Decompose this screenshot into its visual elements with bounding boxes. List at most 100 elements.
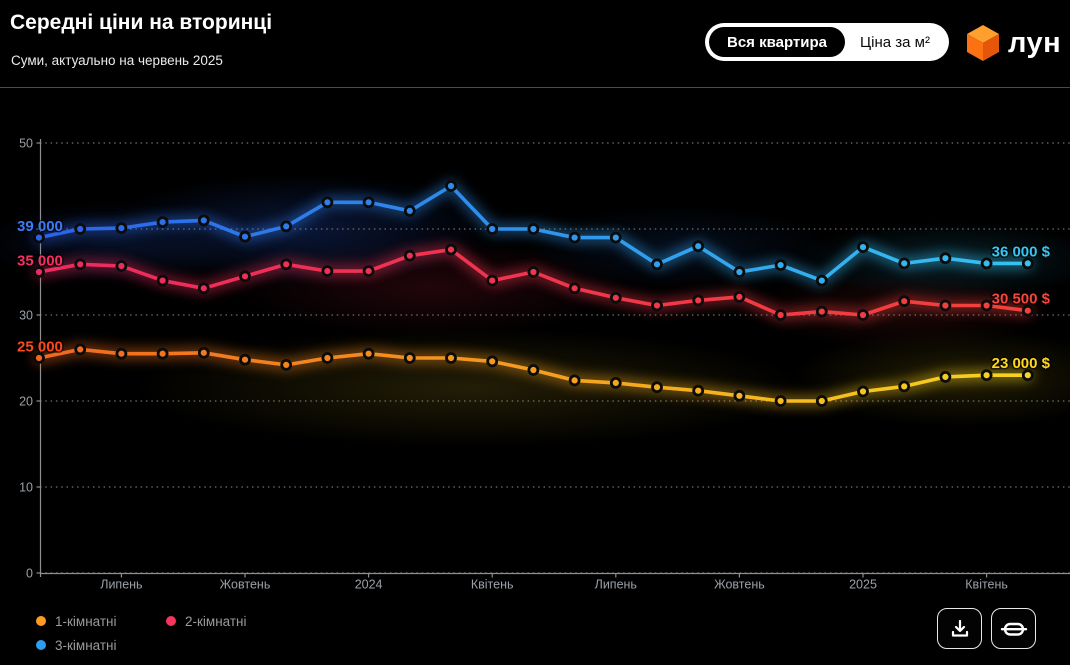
point-three-room-1[interactable] [74, 223, 87, 235]
x-tick-label: 2024 [355, 578, 383, 592]
point-two-room-4[interactable] [197, 282, 210, 295]
point-three-room-24[interactable] [1021, 257, 1034, 270]
point-two-room-22[interactable] [939, 299, 952, 312]
point-three-room-12[interactable] [527, 223, 540, 235]
point-one-room-6[interactable] [280, 358, 293, 371]
point-two-room-1[interactable] [74, 258, 87, 271]
point-one-room-12[interactable] [527, 364, 540, 376]
point-two-room-8[interactable] [362, 265, 375, 278]
point-two-room-18[interactable] [774, 309, 787, 321]
end-value-label-two-room: 30 500 $ [992, 291, 1051, 308]
toggle-whole-apartment[interactable]: Вся квартира [709, 27, 846, 57]
x-tick-label: Квітень [965, 578, 1008, 592]
point-two-room-14[interactable] [609, 291, 622, 304]
point-two-room-5[interactable] [239, 270, 251, 283]
point-one-room-14[interactable] [609, 376, 622, 389]
point-one-room-13[interactable] [568, 374, 581, 387]
point-one-room-8[interactable] [362, 347, 375, 360]
point-two-room-17[interactable] [733, 290, 746, 303]
point-two-room-6[interactable] [280, 258, 293, 271]
point-two-room-0[interactable] [33, 266, 45, 278]
point-three-room-21[interactable] [898, 257, 911, 270]
point-three-room-9[interactable] [403, 204, 416, 217]
point-two-room-10[interactable] [445, 243, 457, 256]
point-one-room-18[interactable] [774, 395, 787, 407]
point-one-room-20[interactable] [857, 385, 869, 398]
point-two-room-2[interactable] [115, 260, 128, 272]
point-two-room-11[interactable] [486, 274, 499, 287]
start-value-label-three-room: 39 000 [17, 218, 63, 235]
point-one-room-5[interactable] [239, 353, 251, 366]
point-two-room-24[interactable] [1021, 304, 1034, 317]
point-two-room-7[interactable] [321, 265, 334, 278]
point-one-room-16[interactable] [692, 384, 705, 397]
point-three-room-20[interactable] [857, 241, 869, 254]
point-three-room-5[interactable] [239, 230, 251, 243]
point-three-room-3[interactable] [156, 216, 169, 229]
point-two-room-9[interactable] [403, 249, 416, 262]
y-tick-label-0: 0 [26, 567, 33, 581]
point-two-room-13[interactable] [568, 282, 581, 295]
point-three-room-22[interactable] [939, 252, 952, 265]
point-three-room-4[interactable] [197, 214, 210, 227]
point-three-room-13[interactable] [568, 231, 581, 244]
end-value-label-three-room: 36 000 $ [992, 243, 1051, 260]
point-two-room-19[interactable] [815, 305, 828, 318]
header: Середні ціни на вторинці Суми, актуально… [0, 0, 1070, 88]
point-one-room-19[interactable] [815, 395, 828, 407]
point-one-room-4[interactable] [197, 346, 210, 359]
point-three-room-18[interactable] [774, 259, 787, 272]
point-one-room-2[interactable] [115, 347, 128, 360]
point-three-room-14[interactable] [609, 231, 622, 244]
point-one-room-23[interactable] [980, 369, 993, 382]
point-two-room-23[interactable] [980, 299, 993, 312]
download-button[interactable] [937, 608, 982, 649]
point-one-room-1[interactable] [74, 343, 87, 356]
point-two-room-20[interactable] [857, 309, 869, 321]
point-three-room-8[interactable] [362, 196, 375, 209]
copy-link-button[interactable] [991, 608, 1036, 649]
point-two-room-21[interactable] [898, 295, 911, 308]
point-two-room-15[interactable] [651, 299, 663, 312]
point-one-room-11[interactable] [486, 355, 499, 368]
y-tick-label-30: 30 [19, 309, 33, 323]
x-tick-label: Липень [100, 578, 142, 592]
point-one-room-17[interactable] [733, 389, 746, 402]
download-icon [951, 619, 968, 637]
point-one-room-0[interactable] [33, 352, 45, 364]
point-three-room-19[interactable] [815, 274, 828, 287]
toggle-price-per-m2[interactable]: Ціна за м² [845, 27, 945, 57]
point-three-room-7[interactable] [321, 196, 334, 209]
point-two-room-3[interactable] [156, 274, 169, 287]
point-three-room-23[interactable] [980, 257, 993, 270]
page-subtitle: Суми, актуально на червень 2025 [11, 53, 223, 68]
point-three-room-17[interactable] [733, 266, 746, 278]
legend-item-two-room: 2-кімнатні [166, 609, 247, 633]
point-three-room-6[interactable] [280, 220, 293, 233]
legend-dot-one-room [36, 616, 46, 626]
point-three-room-2[interactable] [115, 222, 128, 235]
legend: 1-кімнатні 2-кімнатні 3-кімнатні [36, 609, 306, 657]
point-one-room-10[interactable] [445, 352, 457, 364]
price-mode-toggle: Вся квартира Ціна за м² [705, 23, 949, 61]
lun-logo[interactable]: лун [966, 24, 1061, 62]
point-three-room-16[interactable] [692, 240, 705, 253]
point-three-room-0[interactable] [33, 231, 45, 244]
page-title: Середні ціни на вторинці [10, 11, 273, 34]
point-three-room-15[interactable] [651, 258, 663, 271]
point-one-room-7[interactable] [321, 352, 334, 364]
point-one-room-22[interactable] [939, 370, 952, 383]
point-one-room-15[interactable] [651, 381, 663, 394]
point-one-room-3[interactable] [156, 347, 169, 360]
end-value-label-one-room: 23 000 $ [992, 355, 1051, 372]
point-three-room-11[interactable] [486, 223, 499, 235]
legend-label-three-room: 3-кімнатні [55, 637, 117, 653]
point-one-room-21[interactable] [898, 380, 911, 393]
point-two-room-16[interactable] [692, 294, 705, 307]
legend-dot-three-room [36, 640, 46, 650]
point-two-room-12[interactable] [527, 266, 540, 278]
point-one-room-24[interactable] [1021, 369, 1034, 382]
point-three-room-10[interactable] [445, 180, 457, 192]
point-one-room-9[interactable] [403, 352, 416, 364]
